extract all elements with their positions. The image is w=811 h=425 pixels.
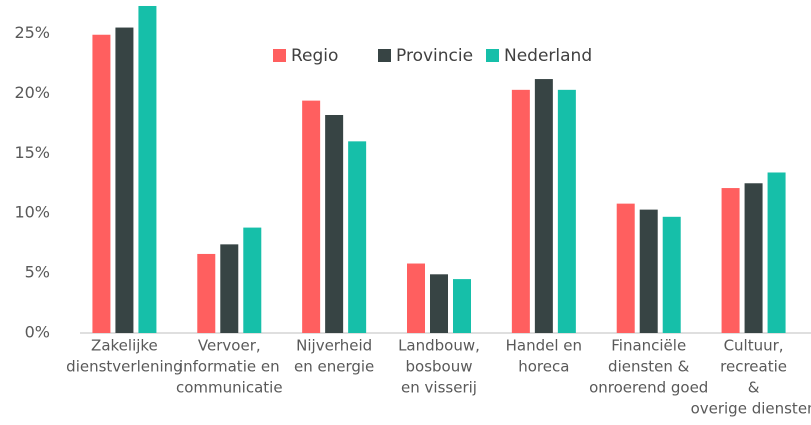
- x-tick-label: diensten &: [608, 358, 690, 376]
- bar: [721, 188, 740, 333]
- legend-label: Regio: [291, 46, 338, 66]
- x-tick-label: communicatie: [176, 379, 283, 397]
- y-tick-label: 10%: [14, 203, 50, 222]
- bar: [407, 263, 425, 333]
- x-tick-label: Financiële: [611, 337, 686, 355]
- x-tick-label: horeca: [518, 358, 569, 376]
- bar: [220, 244, 239, 333]
- bar: [115, 27, 134, 334]
- x-tick-label: Cultuur,: [724, 337, 784, 355]
- bar: [744, 183, 763, 333]
- y-tick-label: 15%: [14, 143, 50, 162]
- bar: [325, 114, 344, 334]
- bar: [557, 89, 576, 333]
- x-tick-label: onroerend goed: [589, 379, 708, 397]
- x-tick-label: Vervoer,: [198, 337, 261, 355]
- x-tick-label: Landbouw,: [398, 337, 480, 355]
- bar: [138, 5, 157, 334]
- y-tick-label: 5%: [25, 263, 50, 282]
- x-tick-label: dienstverlening: [66, 358, 183, 376]
- bar: [639, 209, 658, 333]
- bar: [430, 274, 448, 333]
- x-tick-label: Nijverheid: [296, 337, 372, 355]
- bar: [348, 141, 367, 333]
- bar: [243, 227, 262, 333]
- legend-swatch: [378, 49, 391, 62]
- x-tick-label: en visserij: [401, 379, 477, 397]
- bar: [767, 172, 786, 333]
- bar: [302, 100, 321, 333]
- bar: [92, 34, 111, 333]
- legend-label: Nederland: [504, 46, 592, 66]
- x-tick-label: informatie en: [179, 358, 280, 376]
- x-tick-label: Handel en: [506, 337, 582, 355]
- legend-label: Provincie: [396, 46, 473, 66]
- y-tick-label: 20%: [14, 83, 50, 102]
- x-tick-label: overige diensten: [691, 400, 811, 418]
- x-tick-label: Zakelijke: [91, 337, 158, 355]
- y-tick-label: 0%: [25, 323, 50, 342]
- x-tick-label: recreatie: [720, 358, 787, 376]
- x-tick-label: &: [748, 379, 760, 397]
- bar: [511, 89, 530, 333]
- bar: [453, 279, 471, 333]
- x-tick-label: en energie: [294, 358, 374, 376]
- legend-swatch: [486, 49, 499, 62]
- bar: [197, 253, 216, 333]
- bar: [534, 79, 553, 333]
- bar: [616, 203, 635, 333]
- bar: [662, 216, 681, 333]
- y-tick-label: 25%: [14, 23, 50, 42]
- legend-swatch: [273, 49, 286, 62]
- x-tick-label: bosbouw: [406, 358, 473, 376]
